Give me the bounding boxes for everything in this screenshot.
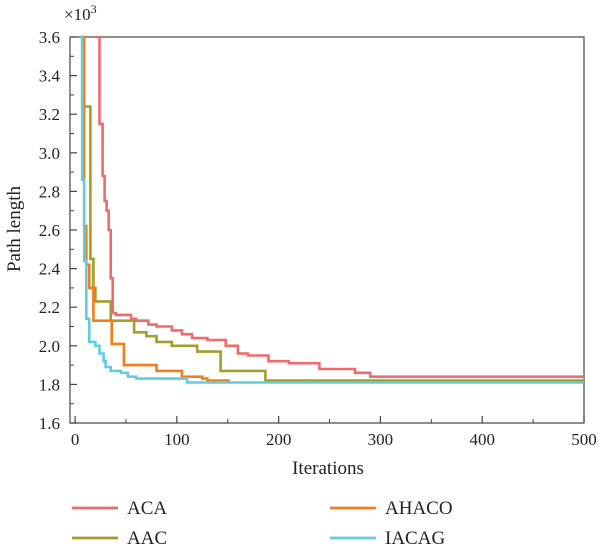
- x-tick-label: 300: [368, 430, 394, 449]
- x-tick-label: 100: [164, 430, 190, 449]
- y-tick-label: 3.4: [39, 67, 61, 86]
- y-tick-label: 1.6: [39, 414, 60, 433]
- legend: ACA AAC AHACO IACAG: [72, 498, 453, 549]
- y-tick-label: 2.0: [39, 337, 60, 356]
- y-tick-label: 3.6: [39, 28, 60, 47]
- y-axis-multiplier-base: ×10: [64, 5, 91, 24]
- y-axis-title: Path length: [4, 185, 25, 272]
- series-line-aca: [96, 35, 584, 378]
- plot-area: [69, 35, 585, 424]
- x-tick-label: 500: [571, 430, 597, 449]
- x-tick-label: 200: [266, 430, 292, 449]
- legend-label-ahaco: AHACO: [385, 498, 453, 519]
- series-line-iacag: [80, 35, 584, 384]
- x-axis: 0 100 200 300 400 500: [71, 416, 597, 449]
- legend-label-aac: AAC: [127, 528, 167, 549]
- series-layer: [80, 35, 584, 384]
- legend-label-iacag: IACAG: [385, 528, 445, 549]
- y-tick-label: 3.2: [39, 105, 60, 124]
- y-axis-multiplier: ×103: [64, 2, 97, 24]
- legend-label-aca: ACA: [127, 498, 167, 519]
- y-tick-label: 2.6: [39, 221, 60, 240]
- series-line-aac: [80, 35, 584, 382]
- y-tick-label: 2.4: [39, 260, 61, 279]
- y-tick-label: 1.8: [39, 375, 60, 394]
- x-tick-label: 400: [469, 430, 495, 449]
- y-axis-multiplier-exponent: 3: [91, 2, 97, 16]
- y-axis: 1.6 1.8 2.0 2.2 2.4 2.6 2.8 3.0 3.2 3.4 3.6: [39, 28, 77, 433]
- y-tick-label: 2.8: [39, 182, 60, 201]
- series-line-ahaco: [82, 35, 230, 382]
- x-tick-label: 0: [71, 430, 80, 449]
- x-axis-title: Iterations: [292, 458, 364, 479]
- y-tick-label: 2.2: [39, 298, 60, 317]
- y-tick-label: 3.0: [39, 144, 60, 163]
